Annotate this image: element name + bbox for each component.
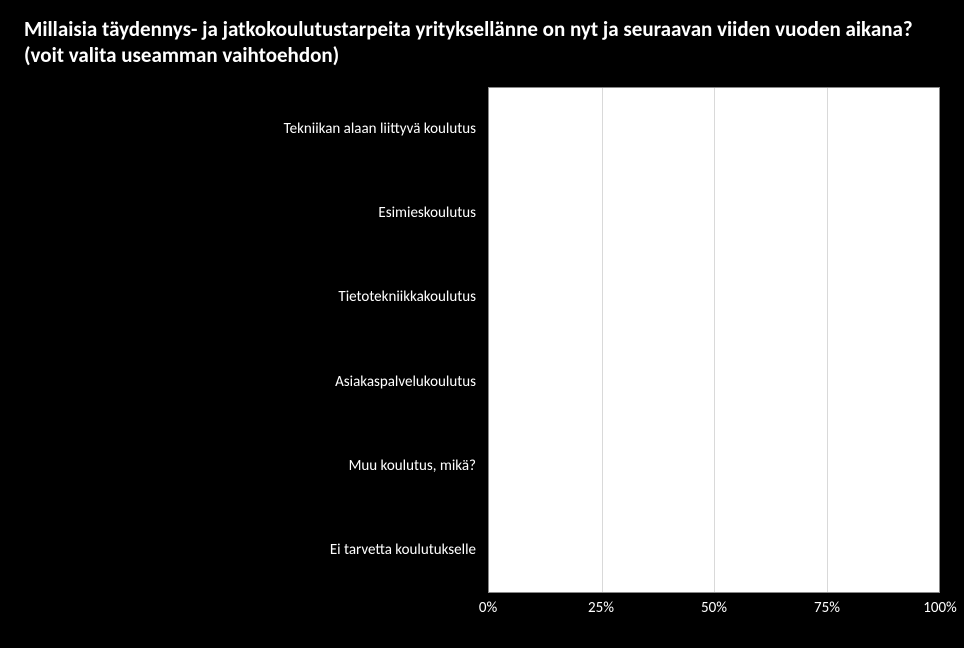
x-tick-label: 100% xyxy=(923,599,957,617)
plot-area xyxy=(488,87,940,593)
y-label: Asiakaspalvelukoulutus xyxy=(335,373,476,391)
y-axis-labels: Tekniikan alaan liittyvä koulutus Esimie… xyxy=(24,87,488,593)
grid-line xyxy=(714,88,715,592)
y-label: Ei tarvetta koulutukselle xyxy=(330,541,476,559)
x-tick-label: 0% xyxy=(479,599,497,617)
plot-wrap: 0%25%50%75%100% xyxy=(488,87,940,627)
x-tick-label: 75% xyxy=(814,599,840,617)
y-label: Esimieskoulutus xyxy=(378,204,476,222)
y-label: Tekniikan alaan liittyvä koulutus xyxy=(284,120,476,138)
x-tick-label: 25% xyxy=(588,599,614,617)
grid-line xyxy=(602,88,603,592)
x-tick-label: 50% xyxy=(701,599,727,617)
y-label: Tietotekniikkakoulutus xyxy=(338,288,476,306)
x-axis: 0%25%50%75%100% xyxy=(488,599,940,627)
grid-line xyxy=(827,88,828,592)
chart-title: Millaisia täydennys- ja jatkokoulutustar… xyxy=(24,16,940,69)
chart-container: Millaisia täydennys- ja jatkokoulutustar… xyxy=(0,0,964,648)
y-label: Muu koulutus, mikä? xyxy=(349,457,476,475)
chart-row: Tekniikan alaan liittyvä koulutus Esimie… xyxy=(24,87,940,627)
